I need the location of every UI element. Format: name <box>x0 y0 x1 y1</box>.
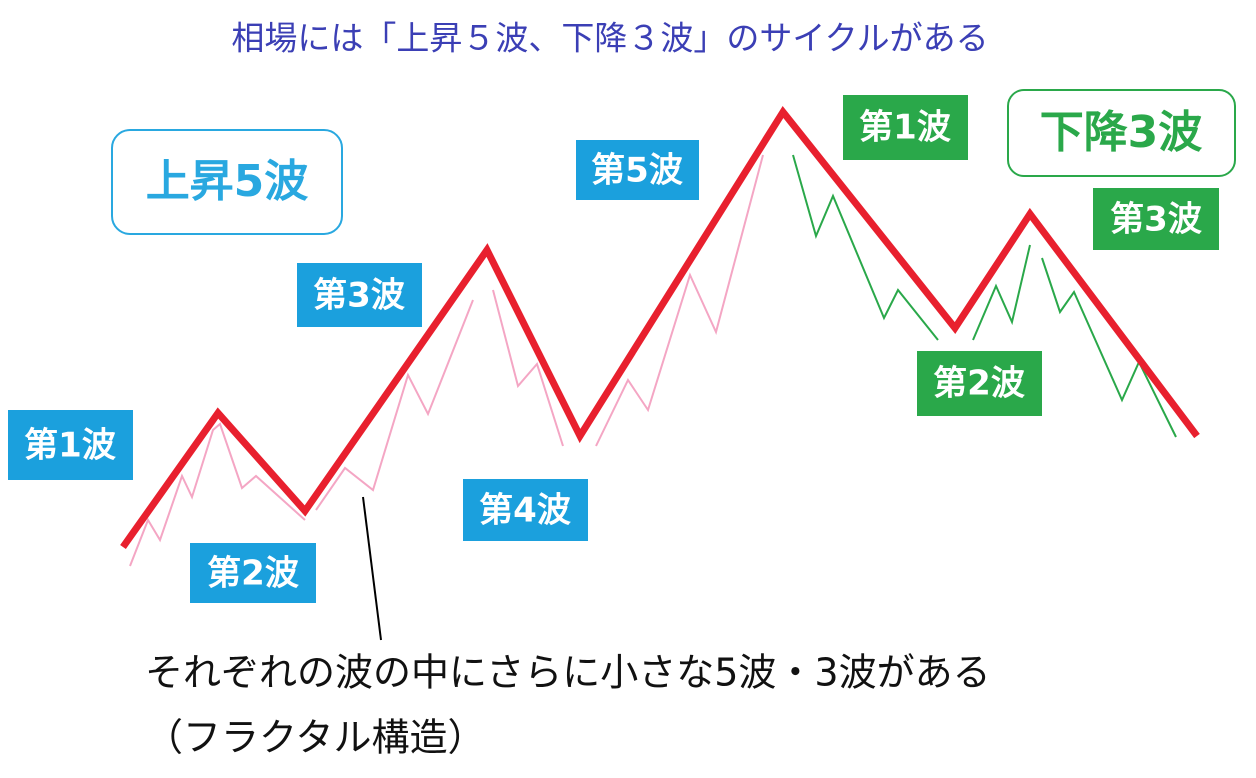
wave-box <box>8 410 133 480</box>
wave-box <box>297 263 422 327</box>
sub-wave <box>492 289 564 447</box>
wave-label: 第3波 <box>313 276 405 316</box>
sub-wave <box>595 154 764 447</box>
note-line: それぞれの波の中にさらに小さな5波・3波がある <box>145 651 991 695</box>
title: 相場には「上昇５波、下降３波」のサイクルがある <box>231 19 988 58</box>
sub-wave <box>792 154 939 341</box>
wave-box <box>190 543 316 603</box>
note-line: （フラクタル構造） <box>145 716 485 760</box>
wave-label: 第1波 <box>24 426 116 466</box>
wave-label: 第3波 <box>1110 200 1202 240</box>
main-wave <box>120 105 1200 550</box>
wave-label: 第4波 <box>479 491 571 531</box>
wave-label: 第2波 <box>933 364 1025 404</box>
wave-box <box>463 479 588 541</box>
down-box-label: 下降3波 <box>1040 107 1203 158</box>
sub-wave <box>129 422 306 567</box>
sub-wave <box>972 244 1031 341</box>
leader-line <box>362 496 382 641</box>
wave-label: 第2波 <box>207 554 299 594</box>
sub-wave <box>315 299 474 511</box>
wave-box <box>917 351 1042 416</box>
wave-label: 第1波 <box>859 108 951 148</box>
sub-wave <box>1041 257 1177 438</box>
up-box <box>111 129 343 235</box>
wave-box <box>576 140 699 200</box>
wave-box <box>1093 188 1219 250</box>
wave-label: 第5波 <box>591 151 683 191</box>
down-box <box>1007 89 1236 177</box>
wave-box <box>843 95 968 160</box>
up-box-label: 上昇5波 <box>146 156 309 207</box>
